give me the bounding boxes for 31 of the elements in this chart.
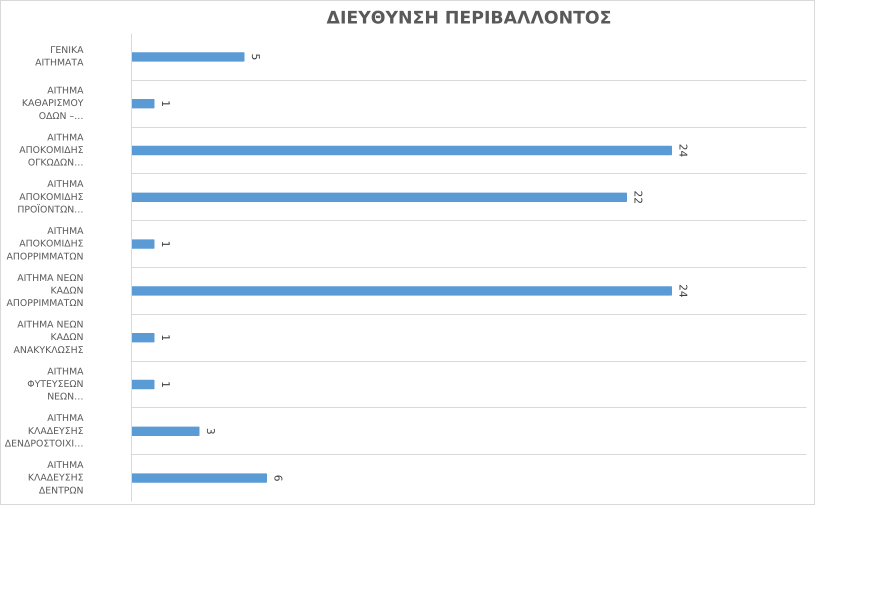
bar xyxy=(132,286,672,296)
bar xyxy=(132,146,672,156)
data-label: 1 xyxy=(159,334,172,342)
data-label: 1 xyxy=(159,100,172,108)
bar xyxy=(132,98,154,108)
data-label: 22 xyxy=(632,190,644,204)
y-tick-label: ΑΙΤΗΜΑ ΚΛΑΔΕΥΣΗΣ ΔΕΝΤΡΩΝ xyxy=(28,460,84,496)
y-tick-label: ΑΙΤΗΜΑ ΝΕΩΝ ΚΑΔΩΝ ΑΠΟΡΡΙΜΜΑΤΩΝ xyxy=(6,272,84,310)
chart-title: ΔΙΕΥΘΥΝΣΗ ΠΕΡΙΒΑΛΛΟΝΤΟΣ xyxy=(326,8,612,28)
y-tick-label: ΑΙΤΗΜΑ ΑΠΟΚΟΜΙΔΗΣ ΠΡΟΪΟΝΤΩΝ… xyxy=(17,179,84,216)
bar xyxy=(132,239,154,249)
y-tick-label: ΓΕΝΙΚΑ ΑΙΤΗΜΑΤΑ xyxy=(35,45,84,69)
bar xyxy=(132,426,200,436)
data-label: 1 xyxy=(159,381,172,388)
data-label: 5 xyxy=(249,54,262,60)
y-tick-label: ΑΙΤΗΜΑ ΝΕΩΝ ΚΑΔΩΝ ΑΝΑΚΥΚΛΩΣΗΣ xyxy=(14,320,84,356)
y-tick-label: ΑΙΤΗΜΑ ΑΠΟΚΟΜΙΔΗΣ ΑΠΟΡΡΙΜΜΑΤΩΝ xyxy=(6,226,84,262)
y-tick-label: ΑΙΤΗΜΑ ΚΑΘΑΡΙΣΜΟΥ ΟΔΩΝ –… xyxy=(22,86,84,122)
bar xyxy=(132,332,154,342)
data-label: 24 xyxy=(676,144,690,158)
y-tick-label: ΑΙΤΗΜΑ ΑΠΟΚΟΜΙΔΗΣ ΟΓΚΩΔΩΝ… xyxy=(19,132,84,169)
data-label: 3 xyxy=(204,428,217,435)
data-label: 24 xyxy=(676,284,690,298)
bar xyxy=(132,473,267,483)
y-tick-label: ΑΙΤΗΜΑ ΦΥΤΕΥΣΕΩΝ ΝΕΩΝ… xyxy=(27,366,84,403)
bar xyxy=(132,380,154,390)
data-label: 1 xyxy=(159,240,172,248)
bar xyxy=(132,192,627,202)
y-tick-label: ΑΙΤΗΜΑ ΚΛΑΔΕΥΣΗΣ ΔΕΝΔΡΟΣΤΟΙΧΙ… xyxy=(4,413,84,450)
data-label: 6 xyxy=(272,474,284,482)
bar xyxy=(132,52,244,62)
